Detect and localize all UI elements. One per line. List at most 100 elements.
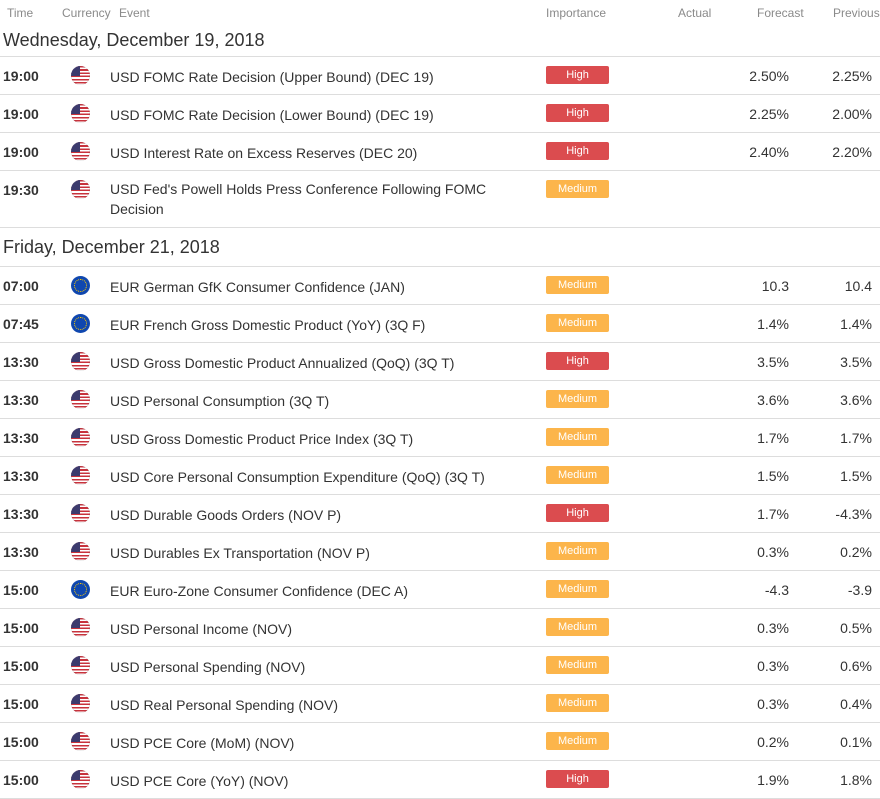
event-title[interactable]: EUR Euro-Zone Consumer Confidence (DEC A… xyxy=(110,583,409,599)
event-row[interactable]: 19:00 USD Interest Rate on Excess Reserve… xyxy=(0,133,880,171)
event-row[interactable]: 15:00 USD Personal Spending (NOV) Medium 0.… xyxy=(0,647,880,685)
economic-calendar: Wednesday, December 19, 2018 19:00 USD FOM… xyxy=(0,24,880,799)
us-flag-icon xyxy=(71,656,90,675)
importance-badge: Medium xyxy=(546,694,609,712)
event-row[interactable]: 13:30 USD Personal Consumption (3Q T) Medi… xyxy=(0,381,880,419)
event-time: 19:00 xyxy=(3,106,39,122)
importance-badge: Medium xyxy=(546,428,609,446)
previous-value: 0.1% xyxy=(840,734,872,750)
event-title[interactable]: USD FOMC Rate Decision (Lower Bound) (DE… xyxy=(110,107,434,123)
event-row[interactable]: 07:00 EUR German GfK Consumer Confidence … xyxy=(0,267,880,305)
header-forecast[interactable]: Forecast xyxy=(757,6,804,20)
importance-badge: Medium xyxy=(546,732,609,750)
previous-value: 1.8% xyxy=(840,772,872,788)
previous-value: 0.4% xyxy=(840,696,872,712)
event-time: 13:30 xyxy=(3,468,39,484)
header-time[interactable]: Time xyxy=(7,6,34,20)
event-title[interactable]: USD Personal Spending (NOV) xyxy=(110,659,306,675)
event-time: 13:30 xyxy=(3,354,39,370)
us-flag-icon xyxy=(71,542,90,561)
header-actual[interactable]: Actual xyxy=(678,6,712,20)
forecast-value: 2.25% xyxy=(749,106,789,122)
importance-badge: High xyxy=(546,770,609,788)
previous-value: 1.5% xyxy=(840,468,872,484)
table-header: Time Currency Event Importance Actual Fo… xyxy=(0,0,880,24)
event-title[interactable]: USD Gross Domestic Product Annualized (Q… xyxy=(110,355,455,371)
event-row[interactable]: 15:00 USD Personal Income (NOV) Medium 0.3%… xyxy=(0,609,880,647)
us-flag-icon xyxy=(71,770,90,789)
previous-value: 2.00% xyxy=(832,106,872,122)
forecast-value: 0.3% xyxy=(757,544,789,560)
event-row[interactable]: 13:30 USD Gross Domestic Product Price In… xyxy=(0,419,880,457)
importance-badge: High xyxy=(546,352,609,370)
header-previous[interactable]: Previous xyxy=(833,6,880,20)
forecast-value: 0.3% xyxy=(757,658,789,674)
event-title[interactable]: USD Durable Goods Orders (NOV P) xyxy=(110,507,342,523)
importance-badge: Medium xyxy=(546,314,609,332)
event-title[interactable]: USD Real Personal Spending (NOV) xyxy=(110,697,338,713)
importance-badge: Medium xyxy=(546,618,609,636)
previous-value: -4.3% xyxy=(835,506,872,522)
forecast-value: 10.3 xyxy=(761,278,789,294)
event-time: 13:30 xyxy=(3,544,39,560)
previous-value: 0.6% xyxy=(840,658,872,674)
event-title[interactable]: USD Fed's Powell Holds Press Conference … xyxy=(110,181,487,217)
event-title[interactable]: USD FOMC Rate Decision (Upper Bound) (DE… xyxy=(110,69,434,85)
forecast-value: 0.2% xyxy=(757,734,789,750)
event-row[interactable]: 15:00 USD PCE Core (YoY) (NOV) High 1.9% 1.8… xyxy=(0,761,880,799)
importance-badge: Medium xyxy=(546,180,609,198)
event-time: 15:00 xyxy=(3,658,39,674)
event-title[interactable]: USD Gross Domestic Product Price Index (… xyxy=(110,431,414,447)
importance-badge: High xyxy=(546,504,609,522)
us-flag-icon xyxy=(71,694,90,713)
event-time: 19:00 xyxy=(3,144,39,160)
previous-value: 3.5% xyxy=(840,354,872,370)
us-flag-icon xyxy=(71,732,90,751)
event-title[interactable]: EUR German GfK Consumer Confidence (JAN) xyxy=(110,279,405,295)
previous-value: 0.2% xyxy=(840,544,872,560)
importance-badge: Medium xyxy=(546,580,609,598)
event-row[interactable]: 13:30 USD Gross Domestic Product Annualiz… xyxy=(0,343,880,381)
event-row[interactable]: 19:30 USD Fed's Powell Holds Press Confer… xyxy=(0,171,880,228)
event-row[interactable]: 19:00 USD FOMC Rate Decision (Upper Bound… xyxy=(0,57,880,95)
event-title[interactable]: USD Personal Income (NOV) xyxy=(110,621,293,637)
us-flag-icon xyxy=(71,428,90,447)
us-flag-icon xyxy=(71,180,90,199)
forecast-value: 2.40% xyxy=(749,144,789,160)
event-title[interactable]: USD Core Personal Consumption Expenditur… xyxy=(110,469,485,485)
us-flag-icon xyxy=(71,390,90,409)
forecast-value: 1.9% xyxy=(757,772,789,788)
importance-badge: High xyxy=(546,142,609,160)
event-title[interactable]: USD Durables Ex Transportation (NOV P) xyxy=(110,545,370,561)
importance-badge: Medium xyxy=(546,466,609,484)
importance-badge: Medium xyxy=(546,390,609,408)
event-row[interactable]: 13:30 USD Durable Goods Orders (NOV P) Hig… xyxy=(0,495,880,533)
event-row[interactable]: 19:00 USD FOMC Rate Decision (Lower Bound… xyxy=(0,95,880,133)
event-time: 13:30 xyxy=(3,506,39,522)
previous-value: 3.6% xyxy=(840,392,872,408)
event-title[interactable]: USD Personal Consumption (3Q T) xyxy=(110,393,330,409)
header-importance[interactable]: Importance xyxy=(546,6,607,20)
us-flag-icon xyxy=(71,352,90,371)
event-row[interactable]: 15:00 EUR Euro-Zone Consumer Confidence (… xyxy=(0,571,880,609)
forecast-value: 1.7% xyxy=(757,430,789,446)
header-currency[interactable]: Currency xyxy=(62,6,111,20)
previous-value: 10.4 xyxy=(844,278,872,294)
importance-badge: Medium xyxy=(546,542,609,560)
event-title[interactable]: USD Interest Rate on Excess Reserves (DE… xyxy=(110,145,418,161)
event-row[interactable]: 13:30 USD Durables Ex Transportation (NOV… xyxy=(0,533,880,571)
event-row[interactable]: 15:00 USD PCE Core (MoM) (NOV) Medium 0.2% 0… xyxy=(0,723,880,761)
event-title[interactable]: USD PCE Core (MoM) (NOV) xyxy=(110,735,295,751)
event-row[interactable]: 13:30 USD Core Personal Consumption Expen… xyxy=(0,457,880,495)
forecast-value: 0.3% xyxy=(757,620,789,636)
header-event[interactable]: Event xyxy=(119,6,150,20)
day-heading: Wednesday, December 19, 2018 xyxy=(0,24,880,57)
event-row[interactable]: 07:45 EUR French Gross Domestic Product (… xyxy=(0,305,880,343)
event-row[interactable]: 15:00 USD Real Personal Spending (NOV) Med… xyxy=(0,685,880,723)
event-title[interactable]: EUR French Gross Domestic Product (YoY) … xyxy=(110,317,426,333)
us-flag-icon xyxy=(71,66,90,85)
forecast-value: 1.4% xyxy=(757,316,789,332)
event-title[interactable]: USD PCE Core (YoY) (NOV) xyxy=(110,773,289,789)
importance-badge: High xyxy=(546,66,609,84)
importance-badge: High xyxy=(546,104,609,122)
